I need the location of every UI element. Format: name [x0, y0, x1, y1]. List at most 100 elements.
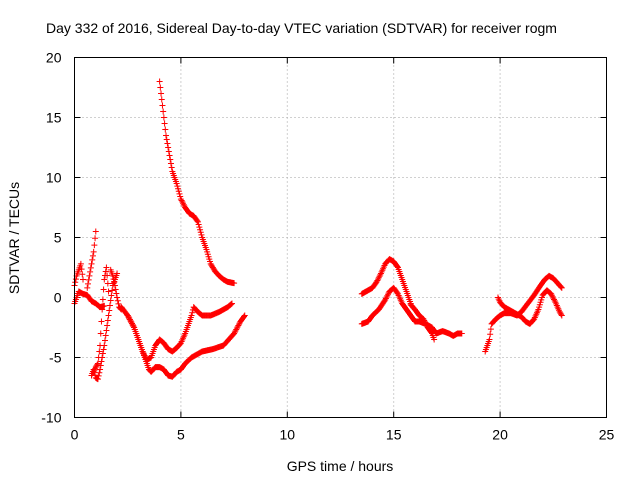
data-point	[431, 336, 438, 343]
data-point	[227, 301, 234, 308]
data-point	[84, 280, 91, 287]
data-point	[85, 276, 92, 283]
data-point	[375, 276, 382, 283]
y-tick-label: 15	[46, 110, 62, 126]
x-tick-labels: 0 5 10 15 20 25	[71, 427, 615, 443]
data-point	[141, 351, 148, 358]
data-point	[175, 185, 182, 192]
data-point	[558, 284, 565, 291]
data-point	[114, 297, 121, 304]
x-tick-label: 0	[71, 427, 79, 443]
x-tick-label: 25	[599, 427, 615, 443]
series-afternoon-upper	[358, 256, 414, 307]
data-point	[197, 229, 204, 236]
data-point	[176, 190, 183, 197]
data-point	[105, 312, 112, 319]
data-point	[128, 319, 135, 326]
series-afternoon-lower	[358, 284, 465, 339]
data-point	[90, 248, 97, 255]
data-point	[108, 292, 115, 299]
data-point	[394, 289, 401, 296]
data-point	[549, 293, 556, 300]
data-point	[423, 321, 430, 328]
y-axis-label: SDTVAR / TECUs	[6, 182, 22, 294]
data-point	[103, 264, 110, 271]
data-point	[197, 226, 204, 233]
data-point	[428, 329, 435, 336]
data-point	[376, 273, 383, 280]
y-tick-label: 0	[54, 290, 62, 306]
data-point	[107, 297, 114, 304]
data-point	[95, 354, 102, 361]
data-point	[180, 201, 187, 208]
data-point	[141, 352, 148, 359]
data-point	[421, 317, 428, 324]
data-point	[94, 376, 101, 383]
data-point	[180, 200, 187, 207]
data-point	[110, 276, 117, 283]
data-point	[92, 235, 99, 242]
data-point	[97, 330, 104, 337]
data-point	[105, 288, 112, 295]
data-point	[103, 327, 110, 334]
data-point	[164, 140, 171, 147]
data-point	[241, 312, 248, 319]
y-tick-label: -10	[41, 410, 61, 426]
data-point	[104, 272, 111, 279]
data-point	[87, 268, 94, 275]
data-point	[89, 256, 96, 263]
data-point	[241, 313, 248, 320]
data-point	[113, 290, 120, 297]
data-point	[157, 84, 164, 91]
data-point	[458, 330, 465, 337]
data-point	[114, 294, 121, 301]
x-tick-label: 5	[177, 427, 185, 443]
data-point	[194, 217, 201, 224]
data-point	[236, 321, 243, 328]
data-point	[168, 164, 175, 171]
y-tick-label: 10	[46, 170, 62, 186]
data-point	[80, 276, 87, 283]
data-point	[124, 312, 131, 319]
data-point	[100, 286, 107, 293]
data-point	[86, 272, 93, 279]
data-point	[548, 292, 555, 299]
data-point	[234, 323, 241, 330]
data-point	[95, 372, 102, 379]
data-point	[233, 326, 240, 333]
data-point	[111, 282, 118, 289]
data-point	[128, 320, 135, 327]
series-early-e	[90, 264, 112, 375]
data-point	[228, 300, 235, 307]
data-point	[102, 268, 109, 275]
data-point	[126, 316, 133, 323]
plot-frame	[74, 57, 607, 418]
data-point	[106, 302, 113, 309]
x-axis-label: GPS time / hours	[287, 458, 394, 474]
data-point	[89, 252, 96, 259]
data-point	[140, 349, 147, 356]
data-point	[96, 369, 103, 376]
data-point	[162, 126, 169, 133]
series-early-f	[107, 266, 125, 313]
data-point	[104, 322, 111, 329]
data-point	[94, 361, 101, 368]
data-point	[165, 144, 172, 151]
data-point	[198, 231, 205, 238]
data-point	[99, 306, 106, 313]
data-point	[188, 312, 195, 319]
data-point	[158, 90, 165, 97]
data-point	[195, 221, 202, 228]
data-point	[102, 337, 109, 344]
data-point	[165, 148, 172, 155]
data-point	[92, 228, 99, 235]
data-point	[384, 292, 391, 299]
data-point	[91, 242, 98, 249]
data-point	[233, 325, 240, 332]
series-early-c	[84, 228, 99, 291]
data-point	[104, 280, 111, 287]
data-point	[374, 277, 381, 284]
data-point	[156, 78, 163, 85]
data-point	[487, 326, 494, 333]
